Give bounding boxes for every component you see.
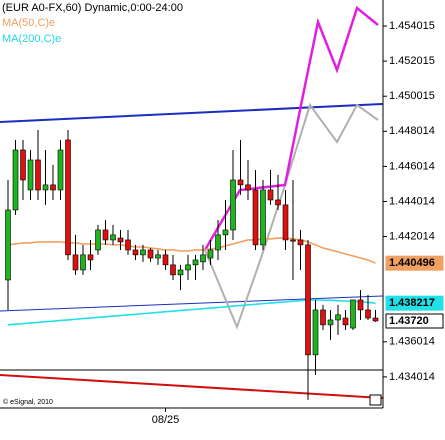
trend-line	[0, 374, 384, 399]
candle-body	[177, 269, 184, 276]
candle-body	[140, 249, 146, 256]
candle-body	[117, 237, 124, 243]
candle-body	[275, 199, 281, 206]
candle-body	[110, 234, 116, 241]
candle-body	[185, 264, 191, 271]
copyright: © eSignal, 2010	[3, 398, 53, 406]
projection-gray	[204, 102, 379, 330]
candle-body	[200, 254, 206, 263]
candle-body	[42, 184, 49, 191]
icon	[369, 394, 382, 406]
candle-body	[35, 159, 41, 191]
legend-entry: MA(200,C)e	[2, 33, 61, 45]
last-value-label: 1.438217	[389, 297, 435, 309]
candle-body	[132, 249, 139, 256]
y-tick-label: 1.450015	[389, 90, 435, 102]
y-tick-label: 1.452015	[389, 55, 435, 67]
candle-body	[12, 149, 19, 211]
y-tick-label: 1.434014	[389, 371, 435, 383]
candle-body	[320, 309, 326, 326]
candle-body	[335, 314, 341, 321]
candle-body	[155, 254, 161, 259]
drawings	[0, 5, 384, 399]
moving-average	[7, 299, 376, 326]
candle-body	[357, 299, 364, 311]
trend-line	[0, 295, 384, 312]
candle-body	[192, 259, 199, 266]
candle-body	[125, 239, 131, 251]
y-tick-label: 1.444014	[389, 195, 435, 207]
candle-body	[252, 189, 259, 246]
last-value-label: 1.440496	[389, 257, 435, 269]
plot	[5, 129, 379, 400]
y-tick-label: 1.442014	[389, 230, 435, 242]
candle-body	[245, 184, 251, 191]
candle-body	[65, 139, 71, 256]
trend-line	[0, 103, 384, 123]
y-tick-label: 1.446014	[389, 160, 435, 172]
chart-title: (EUR A0-FX,60) Dynamic,0:00-24:00	[2, 2, 183, 14]
candle-body	[147, 249, 154, 259]
x-tick-label: 08/25	[152, 414, 180, 426]
candle-body	[50, 184, 56, 191]
last-value-label-box	[385, 295, 444, 311]
candle-body	[20, 149, 26, 181]
candle-body	[230, 179, 236, 231]
last-value-label-box	[385, 255, 444, 271]
candle-body	[290, 239, 296, 242]
candle-body	[95, 229, 101, 251]
candle-body	[342, 317, 349, 326]
candle-body	[72, 254, 79, 271]
candle-body	[297, 239, 304, 246]
candle-body	[305, 244, 311, 356]
candle-body	[312, 309, 319, 356]
y-tick-label: 1.436014	[389, 336, 435, 348]
candle-body	[215, 234, 221, 251]
last-close-label: 1.43720	[389, 315, 429, 327]
candle-body	[282, 204, 289, 241]
candle-body	[267, 189, 274, 201]
candle-body	[87, 254, 94, 261]
candle-body	[27, 159, 34, 191]
candle-body	[260, 189, 266, 246]
candle-body	[57, 149, 64, 191]
candle-body	[365, 309, 371, 319]
candle-body	[162, 254, 169, 266]
candle-body	[102, 229, 109, 241]
candle-body	[222, 229, 229, 236]
candle-body	[327, 319, 334, 326]
candle-body	[372, 317, 379, 322]
legend-entry: MA(50,C)e	[2, 17, 55, 29]
y-tick-label: 1.454015	[389, 20, 435, 32]
candle-body	[80, 254, 86, 271]
candle-body	[350, 299, 356, 329]
candle-body	[170, 264, 176, 276]
y-tick-label: 1.448014	[389, 125, 435, 137]
candle-body	[207, 249, 214, 259]
candle-body	[5, 209, 11, 281]
candle-body	[237, 179, 244, 186]
last-close-label-box	[385, 313, 444, 329]
